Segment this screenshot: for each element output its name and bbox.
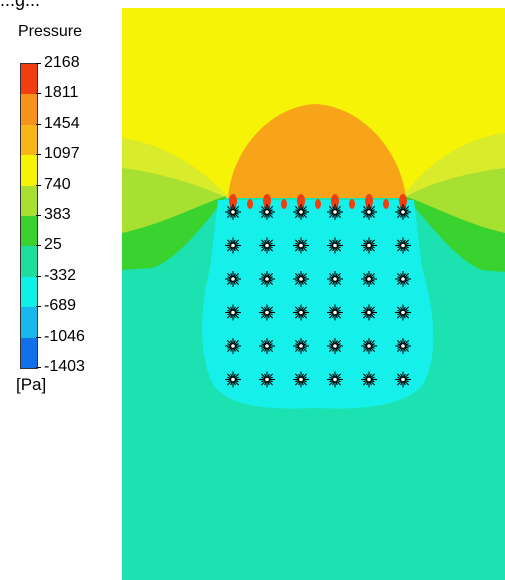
high-pressure-tip — [383, 199, 389, 209]
probe-marker — [293, 237, 309, 254]
probe-marker — [361, 338, 377, 354]
legend-unit: [Pa] — [16, 375, 47, 394]
probe-marker — [361, 304, 377, 321]
high-pressure-tip — [349, 199, 355, 209]
legend-color-band — [21, 124, 37, 156]
probe-marker — [361, 271, 377, 287]
high-pressure-tip — [247, 199, 253, 209]
left-green-band — [122, 168, 227, 198]
probe-marker — [259, 371, 275, 388]
right-green-band — [404, 168, 505, 198]
probe-marker — [327, 371, 343, 388]
legend-title: Pressure — [18, 23, 83, 40]
probe-marker — [327, 237, 343, 254]
high-pressure-tip — [263, 194, 271, 208]
probe-marker — [293, 204, 309, 220]
high-pressure-tip — [365, 194, 373, 208]
probe-marker — [259, 271, 275, 287]
probe-marker — [395, 304, 411, 321]
legend-label: 1811 — [44, 84, 79, 102]
probe-marker — [225, 338, 241, 354]
probe-marker — [395, 204, 411, 220]
legend-tick — [36, 367, 41, 368]
low-pressure-region — [202, 200, 434, 409]
legend-color-band — [21, 94, 37, 125]
probe-marker — [361, 204, 377, 220]
legend-color-band — [21, 337, 37, 369]
right-lower-lime — [404, 196, 505, 233]
legend-label: -332 — [44, 266, 77, 284]
high-pressure-tip — [399, 194, 407, 208]
high-pressure-tip — [297, 194, 305, 208]
legend-label: 383 — [44, 206, 71, 223]
probe-marker — [395, 371, 411, 388]
legend-color-band — [21, 307, 37, 338]
probe-marker — [395, 271, 411, 287]
legend-tick — [36, 93, 41, 95]
legend-color-band — [21, 276, 37, 308]
legend-label: -1403 — [44, 358, 85, 375]
high-pressure-tip — [229, 194, 237, 208]
pressure-contour-plot — [122, 8, 505, 580]
pressure-color-bar — [20, 63, 38, 369]
legend-tick — [36, 306, 41, 308]
legend-tick — [36, 123, 41, 125]
probe-marker — [259, 338, 275, 354]
legend-color-band — [21, 216, 37, 247]
cropped-heading-fragment: ...g... — [0, 0, 41, 10]
probe-marker — [395, 338, 411, 354]
probe-marker — [327, 204, 343, 220]
legend-label: 740 — [44, 175, 71, 193]
legend-tick — [36, 215, 41, 216]
probe-marker — [225, 371, 241, 388]
probe-marker — [225, 237, 241, 254]
legend-label: 1097 — [44, 145, 80, 163]
probe-marker — [293, 271, 309, 287]
high-pressure-tip — [281, 199, 287, 209]
legend-tick — [36, 63, 41, 64]
legend-tick — [36, 184, 41, 186]
legend-color-band — [21, 155, 37, 186]
probe-marker — [259, 304, 275, 321]
probe-marker — [395, 237, 411, 254]
legend-label: 1454 — [44, 114, 80, 132]
probe-marker — [225, 304, 241, 321]
legend-label: -689 — [44, 297, 77, 315]
probe-marker — [225, 204, 241, 220]
legend-tick — [36, 154, 41, 156]
legend-color-band — [21, 64, 37, 95]
legend-color-band — [21, 185, 37, 217]
probe-marker — [361, 237, 377, 254]
probe-marker — [327, 338, 343, 354]
legend-tick — [36, 336, 41, 338]
high-pressure-tip — [331, 194, 339, 208]
legend-label: -1046 — [44, 327, 85, 345]
probe-marker — [293, 371, 309, 388]
probe-marker — [259, 237, 275, 254]
probe-marker — [361, 371, 377, 388]
probe-marker — [259, 204, 275, 220]
legend-label: 25 — [44, 236, 62, 254]
legend-tick — [36, 245, 41, 247]
high-pressure-tip — [315, 199, 321, 209]
probe-marker — [293, 338, 309, 354]
legend-tick — [36, 275, 41, 277]
legend-color-band — [21, 246, 37, 277]
probe-marker — [327, 304, 343, 321]
legend-label: 2168 — [44, 54, 80, 71]
dome-region — [228, 104, 406, 198]
probe-marker — [327, 271, 343, 287]
probe-marker — [225, 271, 241, 287]
left-lower-lime — [122, 196, 227, 233]
probe-marker — [293, 304, 309, 321]
